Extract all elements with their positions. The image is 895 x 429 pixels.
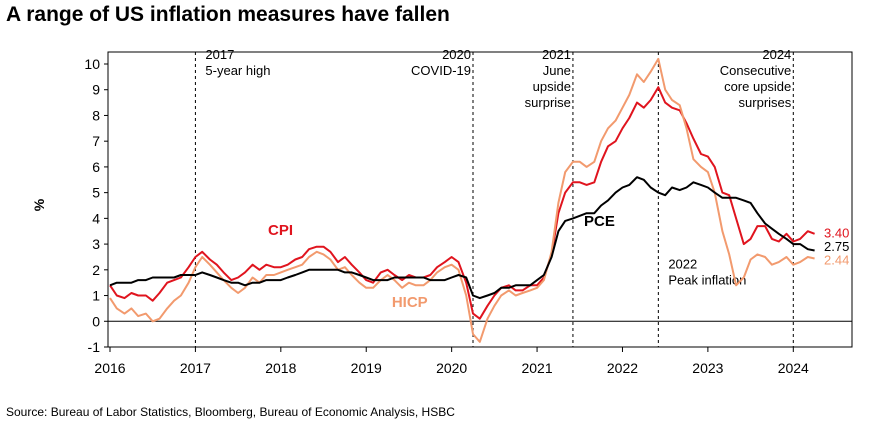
series-label-cpi: CPI [268, 222, 293, 239]
event-annotation: COVID-19 [411, 63, 471, 78]
x-tick-label: 2018 [265, 360, 296, 376]
series-line-hicp [109, 57, 815, 343]
y-tick-label: -1 [88, 339, 101, 355]
event-annotation: core upside [724, 79, 791, 94]
series-label-hicp: HICP [392, 294, 428, 311]
end-value-label-pce: 2.75 [824, 239, 849, 254]
y-tick-label: 9 [92, 82, 100, 98]
x-tick-label: 2024 [778, 360, 809, 376]
x-tick-label: 2023 [692, 360, 723, 376]
plot-frame [107, 51, 853, 348]
event-annotation: surprises [739, 95, 792, 110]
y-tick-label: 10 [84, 56, 100, 72]
event-annotation: 2024 [762, 47, 791, 62]
series-line-pce [109, 176, 815, 300]
event-annotation: 5-year high [205, 63, 270, 78]
y-tick-label: 8 [92, 107, 100, 123]
source-note: Source: Bureau of Labor Statistics, Bloo… [6, 405, 455, 419]
end-value-label-cpi: 3.40 [824, 226, 849, 241]
x-tick-label: 2017 [180, 360, 211, 376]
y-tick-label: 0 [92, 313, 100, 329]
y-tick-label: 1 [92, 288, 100, 304]
x-tick-label: 2020 [436, 360, 467, 376]
event-annotation: 2022 [668, 257, 697, 272]
event-annotation: 2021 [542, 47, 571, 62]
event-annotation: 2017 [205, 47, 234, 62]
end-value-label-hicp: 2.44 [824, 253, 849, 268]
y-tick-label: 2 [92, 262, 100, 278]
event-annotation: Consecutive [720, 63, 792, 78]
inflation-line-chart: % -1 0 1 2 3 4 5 6 7 8 9 10 2016 2017 2018 2019 2020 2021… [31, 47, 853, 376]
event-annotation: June [543, 63, 571, 78]
series-label-pce: PCE [584, 213, 615, 230]
y-tick-label: 7 [92, 133, 100, 149]
x-tick-label: 2016 [94, 360, 125, 376]
series-line-cpi [109, 86, 815, 320]
y-axis-label: % [31, 198, 47, 211]
event-annotation: Peak inflation [668, 273, 746, 288]
x-tick-label: 2019 [351, 360, 382, 376]
y-tick-label: 3 [92, 236, 100, 252]
x-tick-label: 2021 [521, 360, 552, 376]
y-tick-label: 4 [92, 210, 100, 226]
y-tick-label: 6 [92, 159, 100, 175]
y-tick-label: 5 [92, 185, 100, 201]
event-annotation: 2020 [442, 47, 471, 62]
event-annotation: upside [533, 79, 571, 94]
event-annotation: surprise [525, 95, 571, 110]
chart-title: A range of US inflation measures have fa… [6, 3, 450, 26]
x-tick-label: 2022 [607, 360, 638, 376]
